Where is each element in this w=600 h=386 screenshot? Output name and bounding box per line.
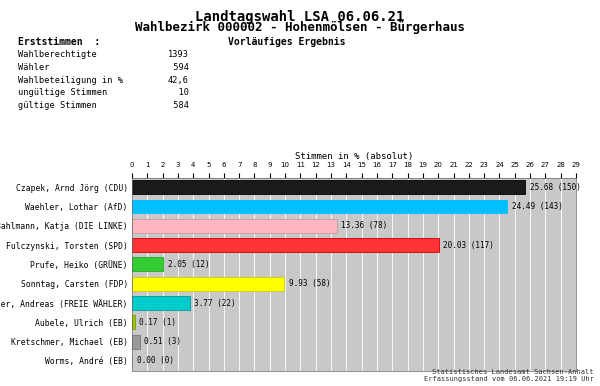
Text: Wahlbezirk 000002 - Hohenmölsen - Bürgerhaus: Wahlbezirk 000002 - Hohenmölsen - Bürger… xyxy=(135,21,465,34)
Text: Wähler: Wähler xyxy=(18,63,49,72)
Text: Erststimmen  :: Erststimmen : xyxy=(18,37,100,47)
Bar xyxy=(132,200,507,213)
Bar xyxy=(132,257,163,271)
Bar xyxy=(132,335,140,349)
Text: 24.49 (143): 24.49 (143) xyxy=(512,202,562,211)
Text: 584: 584 xyxy=(168,101,189,110)
Text: 1393: 1393 xyxy=(168,50,189,59)
Bar xyxy=(132,277,284,291)
Text: 594: 594 xyxy=(168,63,189,72)
Text: Erfassungsstand vom 06.06.2021 19:19 Uhr: Erfassungsstand vom 06.06.2021 19:19 Uhr xyxy=(0,385,1,386)
Bar xyxy=(132,219,337,233)
Text: Statistisches Landesamt Sachsen-Anhalt
Erfassungsstand vom 06.06.2021 19:19 Uhr: Statistisches Landesamt Sachsen-Anhalt E… xyxy=(424,369,594,382)
X-axis label: Stimmen in % (absolut): Stimmen in % (absolut) xyxy=(295,152,413,161)
Text: 25.68 (150): 25.68 (150) xyxy=(530,183,581,192)
Text: 0.17 (1): 0.17 (1) xyxy=(139,318,176,327)
Text: ungültige Stimmen: ungültige Stimmen xyxy=(18,88,107,97)
Text: 0.51 (3): 0.51 (3) xyxy=(145,337,181,346)
Text: Wahlberechtigte: Wahlberechtigte xyxy=(18,50,97,59)
Bar xyxy=(132,315,134,329)
Text: 3.77 (22): 3.77 (22) xyxy=(194,298,236,308)
Text: 13.36 (78): 13.36 (78) xyxy=(341,221,388,230)
Text: 20.03 (117): 20.03 (117) xyxy=(443,240,494,250)
Text: 9.93 (58): 9.93 (58) xyxy=(289,279,330,288)
Text: Landtagswahl LSA 06.06.21: Landtagswahl LSA 06.06.21 xyxy=(196,10,404,24)
Text: Wahlbeteiligung in %: Wahlbeteiligung in % xyxy=(18,76,123,85)
Text: Vorläufiges Ergebnis: Vorläufiges Ergebnis xyxy=(228,37,346,47)
Bar xyxy=(132,180,525,194)
Text: gültige Stimmen: gültige Stimmen xyxy=(18,101,97,110)
Text: 10: 10 xyxy=(168,88,189,97)
Text: 42,6: 42,6 xyxy=(168,76,189,85)
Bar xyxy=(132,296,190,310)
Text: Statistisches Landesamt Sachsen-Anhalt: Statistisches Landesamt Sachsen-Anhalt xyxy=(0,385,1,386)
Bar xyxy=(132,238,439,252)
Text: 0.00 (0): 0.00 (0) xyxy=(137,356,173,366)
Text: 2.05 (12): 2.05 (12) xyxy=(168,260,209,269)
